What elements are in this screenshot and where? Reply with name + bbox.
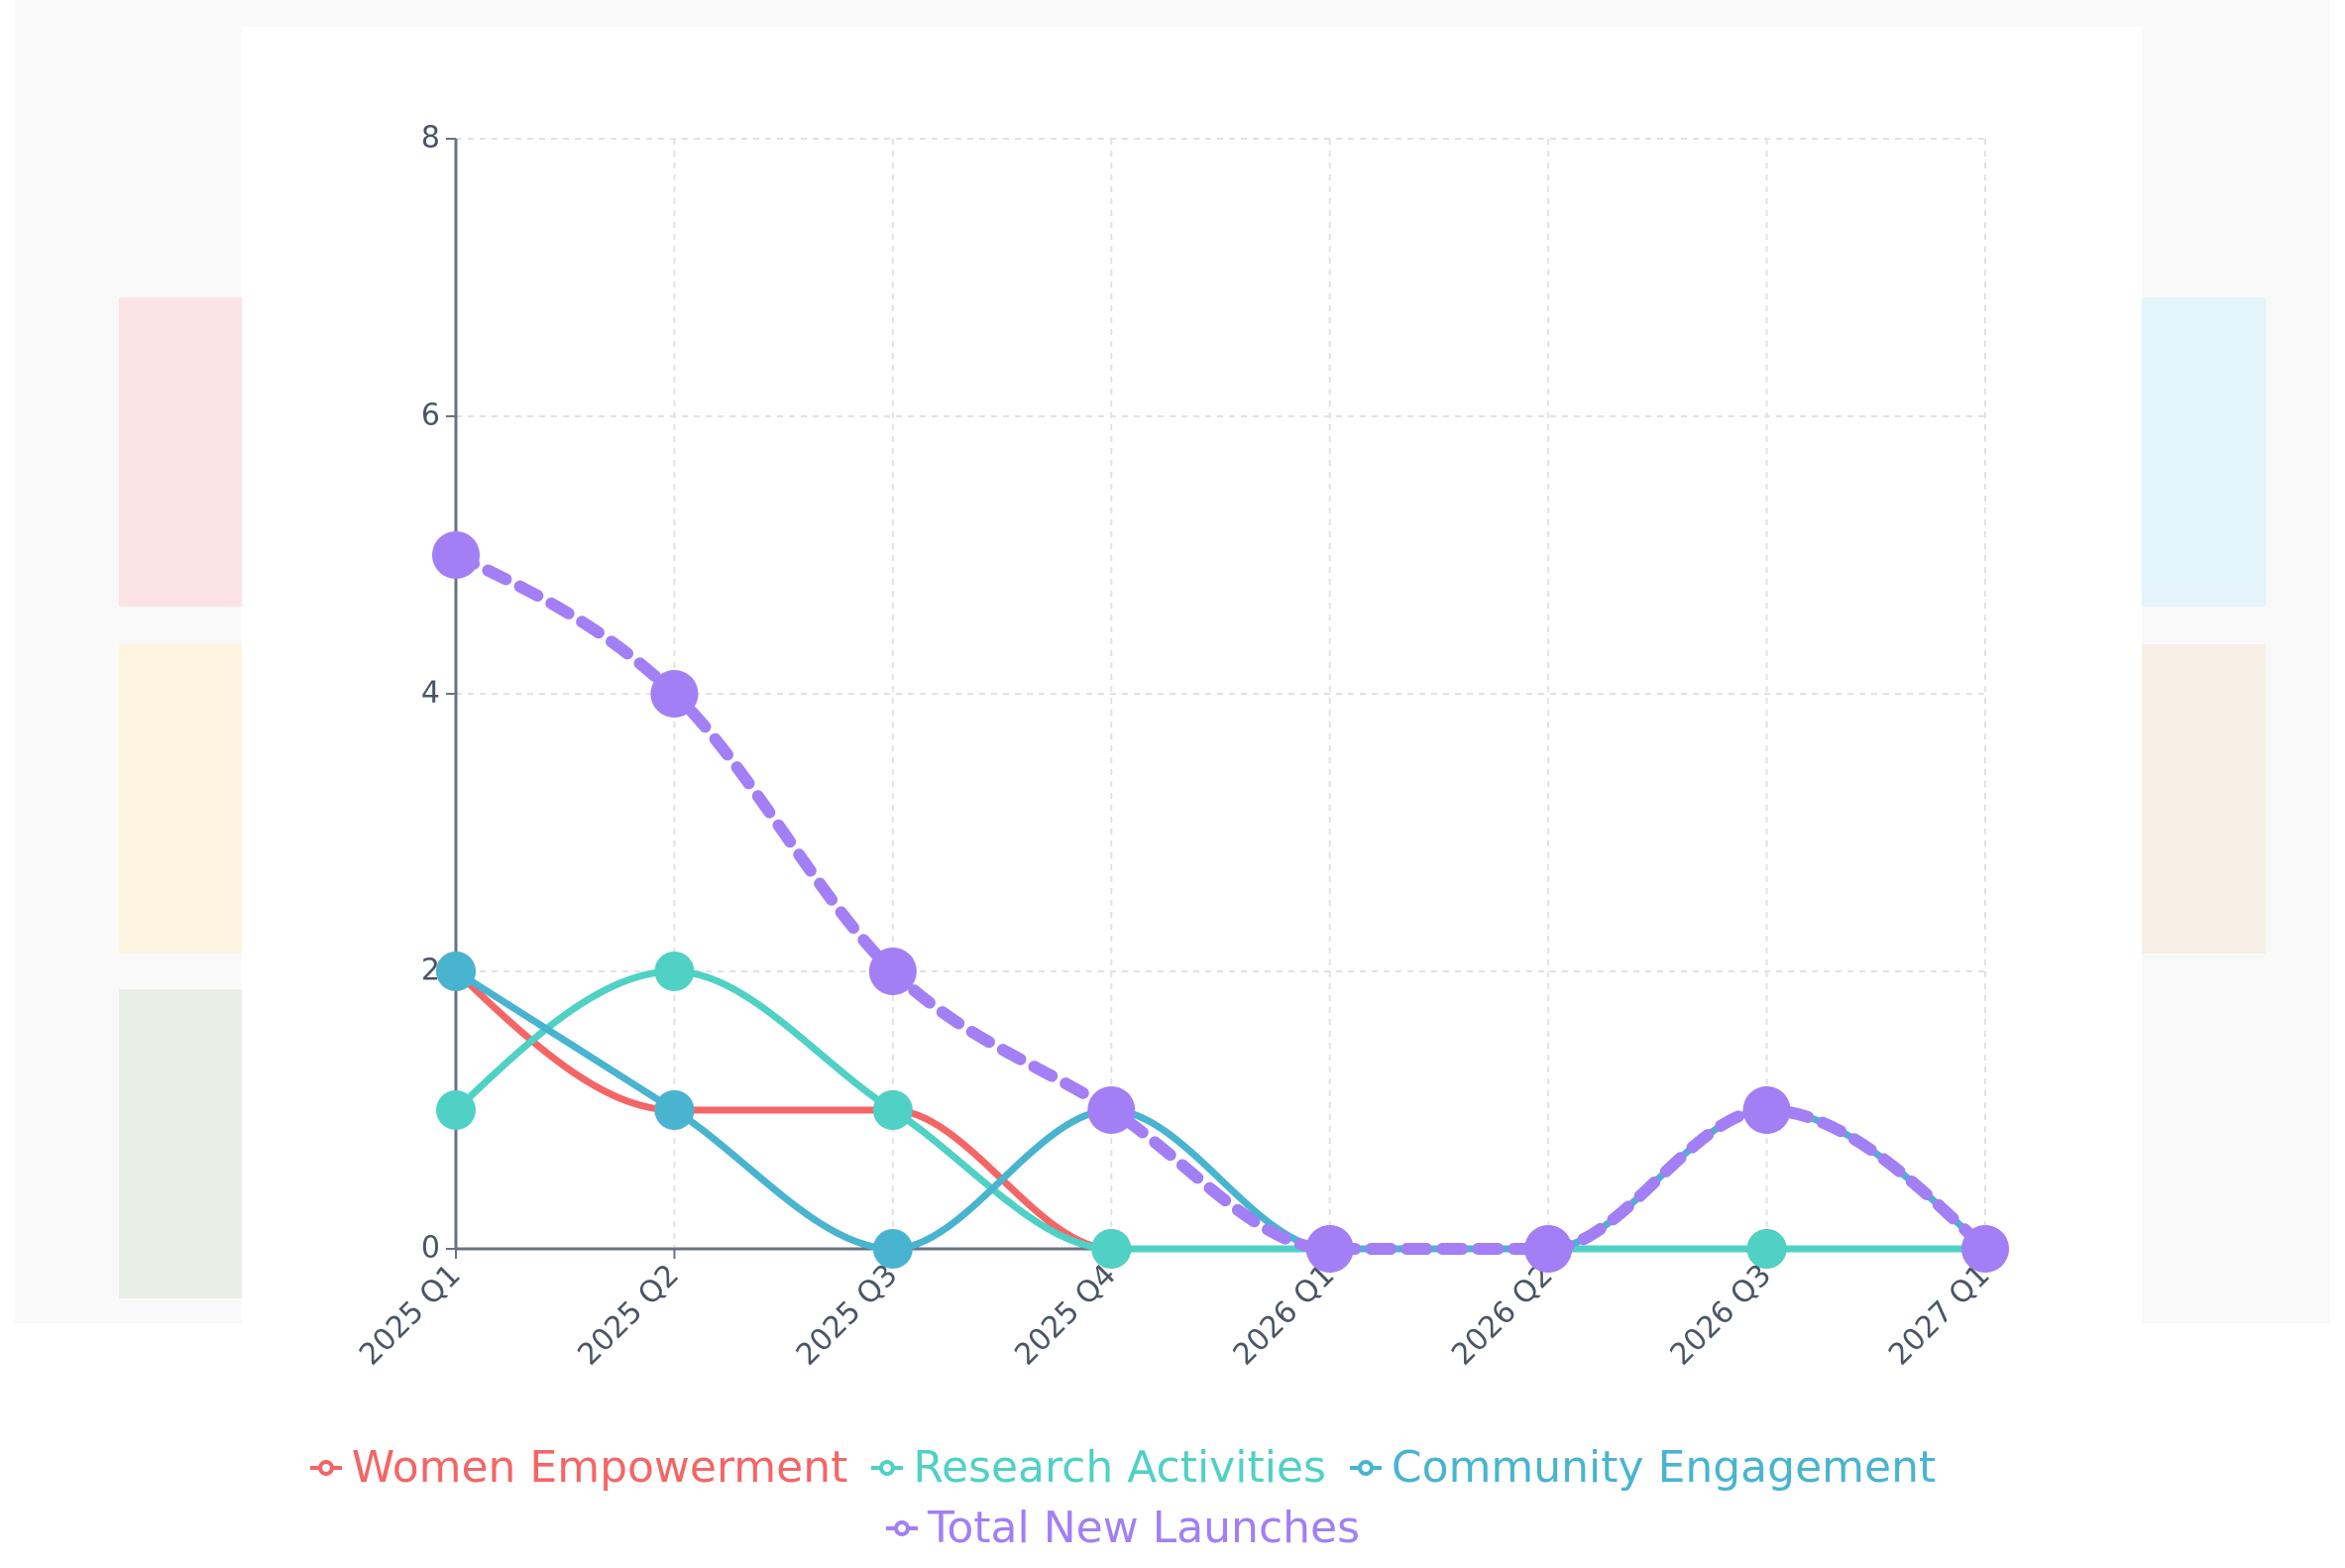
data-point	[1087, 1086, 1136, 1134]
series-line	[450, 549, 1991, 1256]
legend: Women Empowerment Research Activities Comm…	[260, 1442, 1984, 1553]
legend-item[interactable]: Community Engagement	[1348, 1442, 1936, 1493]
legend-item[interactable]: Women Empowerment	[308, 1442, 848, 1493]
sdg-tile	[2142, 644, 2266, 953]
legend-label: Community Engagement	[1391, 1442, 1937, 1493]
data-point	[650, 670, 699, 718]
data-point	[1524, 1225, 1573, 1273]
data-point	[1961, 1225, 2009, 1273]
card	[242, 27, 2142, 1323]
legend-label: Women Empowerment	[351, 1442, 848, 1493]
legend-icon	[871, 1459, 904, 1476]
data-point	[436, 1090, 476, 1130]
data-point	[432, 531, 480, 579]
legend-icon	[885, 1519, 918, 1536]
legend-dot	[893, 1519, 910, 1536]
y-tick-label: 6	[421, 398, 440, 433]
data-point	[868, 948, 917, 995]
data-point	[436, 952, 476, 991]
sdg-tile	[119, 297, 248, 607]
y-tick-label: 2	[421, 953, 440, 988]
data-point	[1742, 1086, 1791, 1134]
legend-label: Research Activities	[913, 1442, 1326, 1493]
y-tick-label: 0	[421, 1231, 440, 1266]
legend-dot	[317, 1459, 334, 1476]
lines	[432, 531, 2009, 1273]
legend-dot	[879, 1459, 896, 1476]
sdg-tile	[119, 989, 248, 1298]
y-tick-label: 8	[421, 121, 440, 156]
data-point	[1305, 1225, 1354, 1273]
data-point	[654, 1090, 695, 1130]
legend-item[interactable]: Research Activities	[869, 1442, 1326, 1493]
legend-label: Total New Launches	[927, 1503, 1361, 1553]
sdg-tile	[119, 644, 248, 953]
sdg-tile	[2142, 297, 2266, 607]
data-point	[654, 952, 695, 991]
legend-dot	[1357, 1459, 1374, 1476]
data-point	[1091, 1229, 1132, 1269]
data-point	[872, 1090, 913, 1130]
legend-icon	[1349, 1459, 1382, 1476]
legend-item[interactable]: Total New Launches	[884, 1503, 1360, 1553]
y-tick-label: 4	[421, 676, 440, 711]
data-point	[1746, 1229, 1787, 1269]
data-point	[872, 1229, 913, 1269]
legend-icon	[309, 1459, 342, 1476]
